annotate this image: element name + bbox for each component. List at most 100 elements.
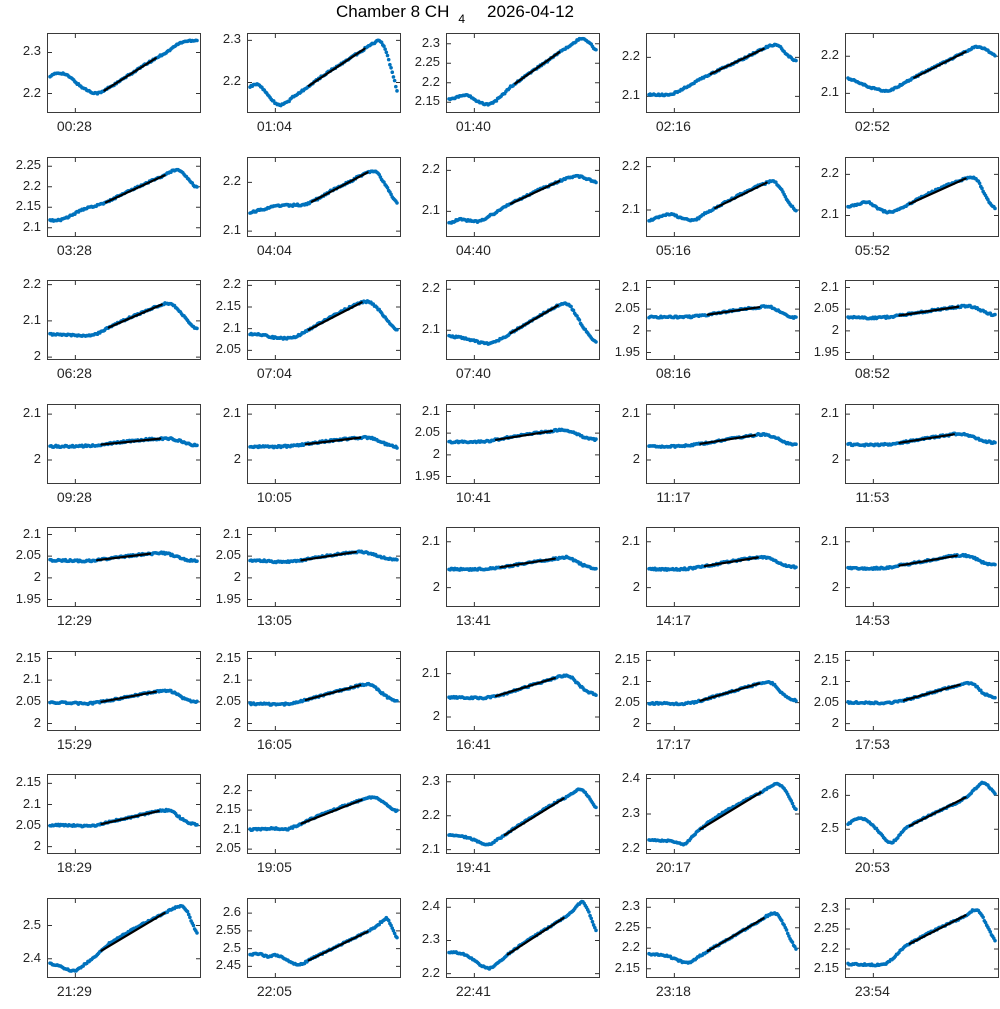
scatter-series: [248, 775, 400, 853]
scatter-series: [48, 158, 200, 236]
y-tick-label: 2.15: [215, 298, 241, 313]
y-tick-label: 2.55: [215, 921, 241, 937]
y-tick-label: 2.2: [421, 73, 440, 89]
y-tick-label: 2: [33, 451, 41, 467]
scatter-series: [846, 34, 998, 112]
y-tick-label: 2.2: [621, 939, 640, 955]
title-date: 2026-04-12: [487, 2, 575, 21]
axes-box: [446, 527, 600, 607]
axes-box: [446, 404, 600, 484]
y-tick-label: 2.1: [621, 201, 640, 216]
axes-box: [47, 774, 201, 854]
y-tick-label: 2: [33, 837, 41, 853]
scatter-series: [48, 775, 200, 853]
scatter-series: [647, 775, 799, 853]
y-tick-label: 1.95: [414, 467, 440, 483]
y-tick-label: 1.95: [215, 590, 241, 606]
y-tick-label: 2.15: [614, 959, 640, 975]
x-tick-label: 13:41: [455, 612, 491, 628]
x-tick-label: 01:40: [455, 118, 491, 134]
y-tick-label: 2.15: [813, 960, 839, 975]
y-tick-label: 2.1: [820, 278, 839, 294]
y-tick-label: 2.1: [820, 672, 839, 688]
y-tick-label: 2.1: [22, 671, 41, 687]
scatter-series: [248, 899, 400, 977]
y-tick-label: 2.05: [813, 300, 839, 316]
scatter-series: [48, 528, 200, 606]
y-tick-label: 2: [831, 451, 839, 467]
scatter-series: [846, 281, 998, 359]
scatter-series: [846, 652, 998, 730]
y-tick-label: 2.2: [621, 840, 640, 856]
axes-box: [446, 774, 600, 854]
x-tick-label: 01:04: [256, 118, 292, 134]
axes-box: [646, 774, 800, 854]
scatter-series: [48, 899, 200, 977]
axes-box: [247, 774, 401, 854]
y-tick-label: 2.3: [621, 805, 640, 820]
x-tick-label: 18:29: [56, 859, 92, 875]
scatter-series: [846, 899, 998, 977]
scatter-series: [647, 34, 799, 112]
y-tick-label: 2: [831, 578, 839, 594]
y-tick-label: 2.2: [421, 161, 440, 177]
y-tick-label: 2.15: [215, 649, 241, 665]
x-tick-label: 00:28: [56, 118, 92, 134]
y-tick-label: 2.1: [222, 671, 241, 687]
y-tick-label: 2.1: [421, 321, 440, 337]
y-tick-label: 2.15: [614, 651, 640, 667]
y-tick-label: 2.15: [215, 801, 241, 817]
y-tick-label: 2.05: [215, 692, 241, 708]
y-tick-label: 2.1: [421, 202, 440, 218]
axes-box: [446, 33, 600, 113]
scatter-series: [447, 528, 599, 606]
x-tick-label: 13:05: [256, 612, 292, 628]
scatter-series: [647, 158, 799, 236]
x-tick-label: 16:41: [455, 736, 491, 752]
axes-box: [47, 33, 201, 113]
figure-title: Chamber 8 CH 4 2026-04-12: [336, 2, 575, 26]
scatter-series: [248, 652, 400, 730]
y-tick-label: 2.25: [15, 157, 41, 173]
y-tick-label: 2.1: [22, 311, 41, 327]
scatter-series: [248, 528, 400, 606]
y-tick-label: 2: [33, 348, 41, 364]
y-tick-label: 2.1: [22, 795, 41, 811]
y-tick-label: 2.6: [222, 904, 241, 920]
y-tick-label: 2.4: [421, 898, 440, 914]
x-tick-label: 04:40: [455, 242, 491, 258]
y-tick-label: 2.2: [222, 173, 241, 189]
x-tick-label: 23:18: [655, 983, 691, 999]
x-tick-label: 11:17: [656, 489, 691, 505]
axes-box: [47, 898, 201, 978]
y-tick-label: 2.15: [15, 198, 41, 214]
x-tick-label: 19:05: [256, 859, 292, 875]
axes-box: [646, 33, 800, 113]
x-tick-label: 22:41: [455, 983, 491, 999]
scatter-series: [48, 652, 200, 730]
y-tick-label: 2.1: [421, 664, 440, 680]
y-tick-label: 2.2: [820, 47, 839, 63]
y-tick-label: 2.3: [421, 931, 440, 947]
y-tick-label: 2.2: [421, 806, 440, 822]
y-tick-label: 2.25: [414, 54, 440, 70]
x-tick-label: 20:53: [854, 859, 890, 875]
y-tick-label: 2: [33, 714, 41, 730]
scatter-series: [447, 34, 599, 112]
y-tick-label: 2.1: [621, 532, 640, 548]
axes-box: [47, 157, 201, 237]
scatter-series: [647, 528, 799, 606]
y-tick-label: 2.05: [813, 693, 839, 709]
y-tick-label: 2.05: [414, 424, 440, 440]
axes-box: [845, 404, 999, 484]
scatter-series: [447, 405, 599, 483]
axes-box: [446, 898, 600, 978]
scatter-series: [48, 34, 200, 112]
scatter-series: [647, 652, 799, 730]
y-tick-label: 2.2: [22, 84, 41, 100]
x-tick-label: 17:53: [854, 736, 890, 752]
axes-box: [47, 280, 201, 360]
axes-box: [247, 404, 401, 484]
x-tick-label: 02:16: [655, 118, 691, 134]
